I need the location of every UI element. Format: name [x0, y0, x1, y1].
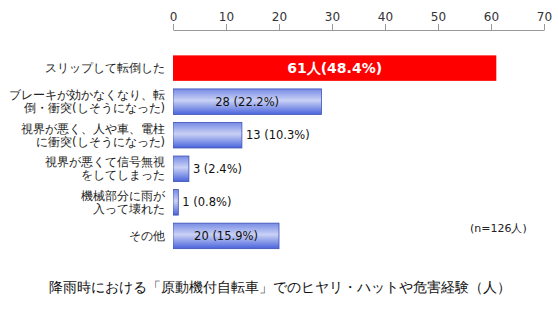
category-label: 視界が悪く、人や車、電柱に衝突(しそうになった) [21, 122, 165, 149]
tick-label: 60 [484, 10, 499, 24]
bar [173, 190, 178, 216]
tick-label: 20 [272, 10, 287, 24]
tick: 70 [537, 10, 552, 30]
category-label: その他 [129, 229, 165, 243]
data-label: 20 (15.9%) [194, 229, 258, 243]
axis-line [174, 30, 545, 31]
category-labels: スリップして転倒したブレーキが効かなくなり、転倒・衝突(しそうになった) 視界が悪… [9, 61, 166, 243]
tick-label: 70 [537, 10, 552, 24]
tick: 40 [378, 10, 393, 30]
tick-mark [332, 24, 333, 30]
category-label: 視界が悪くて信号無視をしてしまった [45, 155, 165, 182]
category-label: ブレーキが効かなくなり、転倒・衝突(しそうになった) [9, 88, 165, 115]
tick: 0 [170, 10, 178, 30]
chart: 0 10 20 30 40 50 60 70 スリップして転倒したブレーキが効かなくなり、転倒・… [0, 0, 559, 312]
tick: 20 [272, 10, 287, 30]
tick-mark [385, 24, 386, 30]
data-label: 1 (0.8%) [182, 195, 231, 209]
tick-mark [173, 24, 174, 30]
bar [173, 122, 242, 148]
bar [173, 89, 321, 115]
x-axis: 0 10 20 30 40 50 60 70 [170, 10, 552, 31]
tick-label: 30 [325, 10, 340, 24]
tick-mark [491, 24, 492, 30]
annotation: (n=126人) [470, 222, 527, 235]
bars [173, 55, 496, 248]
category-label: 機械部分に雨が入って壊れた [81, 189, 166, 216]
data-label: 28 (22.2%) [215, 95, 279, 109]
tick-mark [279, 24, 280, 30]
tick-mark [544, 24, 545, 30]
tick: 50 [431, 10, 446, 30]
plot: 0 10 20 30 40 50 60 70 スリップして転倒したブレーキが効かなくなり、転倒・… [9, 10, 552, 249]
category-label: スリップして転倒した [45, 61, 165, 75]
data-labels: 61人(48.4%) 28 (22.2%) 13 (10.3%) 3 (2.4%) 1 … [182, 60, 382, 243]
tick-mark [438, 24, 439, 30]
tick: 30 [325, 10, 340, 30]
tick-label: 40 [378, 10, 393, 24]
tick: 60 [484, 10, 499, 30]
tick-mark [226, 24, 227, 30]
tick: 10 [219, 10, 234, 30]
tick-label: 50 [431, 10, 446, 24]
tick-label: 0 [170, 10, 178, 24]
data-label: 61人(48.4%) [287, 60, 382, 76]
data-label: 3 (2.4%) [193, 162, 242, 176]
title: 降雨時における「原動機付自転車」でのヒヤリ・ハットや危害経験（人） [49, 279, 511, 295]
bar [173, 223, 279, 249]
tick-label: 10 [219, 10, 234, 24]
bar [173, 156, 189, 182]
bar [173, 55, 496, 81]
data-label: 13 (10.3%) [246, 128, 310, 142]
